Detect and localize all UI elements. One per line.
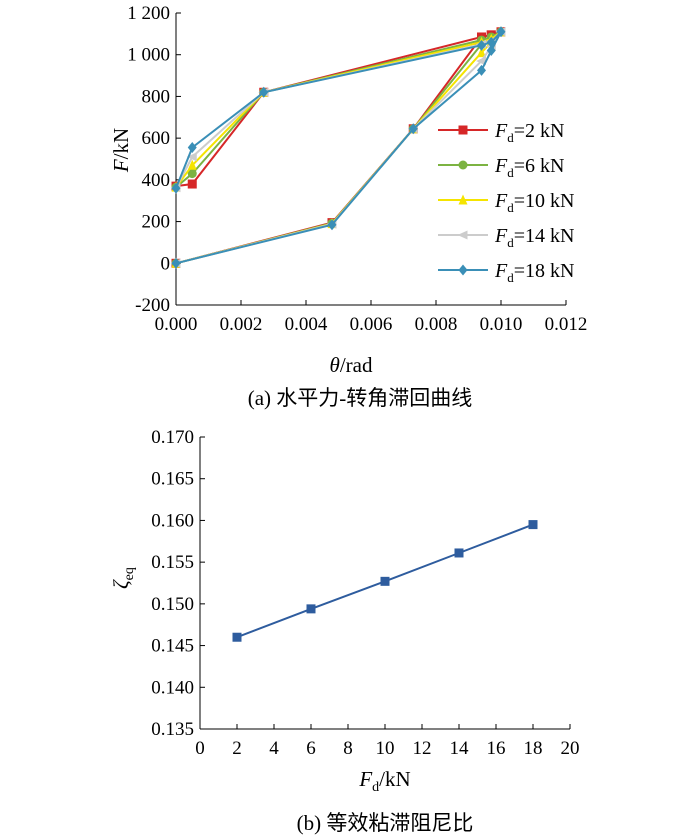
damping-x-tick-label: 8: [343, 738, 353, 759]
hysteresis-series: [170, 26, 506, 269]
damping-y-tick-label: 0.170: [151, 427, 194, 448]
hysteresis-x-tick-label: 0.000: [155, 314, 198, 335]
damping-x-tick-label: 2: [232, 738, 242, 759]
damping-point: [306, 604, 316, 614]
damping-y-tick-label: 0.150: [151, 594, 194, 615]
legend-marker-2: [458, 160, 468, 170]
hysteresis-y-tick-label: 1 000: [127, 45, 170, 66]
damping-point: [528, 520, 538, 530]
caption-a: (a) 水平力-转角滞回曲线: [248, 386, 473, 410]
damping-y-tick-label: 0.140: [151, 677, 194, 698]
damping-point: [380, 576, 390, 586]
series-3-point: [187, 159, 197, 170]
series-line-3: [175, 31, 502, 265]
series-5-point: [408, 123, 418, 135]
hysteresis-y-tick-label: 1 200: [127, 3, 170, 24]
damping-x-axis-label: Fd/kN: [358, 767, 410, 795]
damping-x-tick-label: 20: [561, 738, 580, 759]
hysteresis-y-tick-label: 600: [142, 128, 171, 149]
hysteresis-x-tick-label: 0.006: [350, 314, 393, 335]
series-4-point: [476, 56, 486, 66]
series-5-point: [171, 257, 181, 269]
legend-marker-5: [458, 264, 468, 276]
legend-label-2: Fd=6 kN: [494, 155, 564, 180]
series-1-point: [187, 179, 197, 189]
hysteresis-y-tick-label: 800: [142, 86, 171, 107]
damping-x-tick-label: 6: [306, 738, 316, 759]
damping-point: [232, 632, 242, 642]
hysteresis-y-axis-label: F/kN: [109, 128, 133, 173]
series-4-point: [186, 152, 197, 162]
hysteresis-y-tick-label: 400: [142, 170, 171, 191]
damping-y-tick-label: 0.145: [151, 636, 194, 657]
damping-point: [454, 548, 464, 558]
damping-x-tick-label: 10: [376, 738, 395, 759]
legend-marker-3: [458, 194, 468, 205]
damping-series: [232, 520, 538, 642]
hysteresis-y-tick-label: 0: [161, 253, 171, 274]
hysteresis-y-tick-label: -200: [135, 295, 170, 316]
damping-x-tick-label: 0: [195, 738, 205, 759]
damping-x-tick-label: 18: [524, 738, 543, 759]
series-5-point: [486, 45, 496, 57]
series-5-point: [259, 86, 269, 98]
damping-y-tick-label: 0.160: [151, 510, 194, 531]
series-5-point: [496, 26, 506, 38]
series-line-2: [175, 30, 502, 265]
hysteresis-legend: Fd=2 kN Fd=6 kN Fd=10 kN Fd=14 kN Fd=18 kN: [438, 120, 574, 285]
series-3-point: [477, 47, 486, 58]
damping-x-tick-label: 12: [413, 738, 432, 759]
damping-y-axis-label: ζeq: [109, 567, 137, 589]
damping-x-tick-label: 16: [487, 738, 506, 759]
damping-axes: 0.135 0.140 0.145 0.150 0.155 0.160 0.165 0.170…: [151, 427, 579, 759]
series-5-point: [486, 36, 496, 48]
series-line-5: [175, 31, 502, 265]
damping-x-tick-label: 4: [269, 738, 279, 759]
damping-y-tick-label: 0.135: [151, 719, 194, 740]
series-5-point: [477, 64, 486, 76]
hysteresis-y-tick-label: 200: [142, 212, 171, 233]
series-2-point: [187, 169, 197, 179]
legend-marker-1: [458, 125, 468, 135]
legend-label-4: Fd=14 kN: [494, 225, 574, 250]
legend-label-3: Fd=10 kN: [494, 190, 574, 215]
hysteresis-x-tick-label: 0.012: [545, 314, 588, 335]
legend-label-5: Fd=18 kN: [494, 260, 574, 285]
hysteresis-axes: -200 0 200 400 600 800 1 000 1 200 0.000 0.002 0.0…: [127, 3, 587, 335]
hysteresis-x-tick-label: 0.008: [415, 314, 458, 335]
legend-label-1: Fd=2 kN: [494, 120, 564, 145]
damping-y-tick-label: 0.155: [151, 552, 194, 573]
hysteresis-x-tick-label: 0.010: [480, 314, 523, 335]
legend-marker-4: [457, 230, 468, 240]
hysteresis-x-tick-label: 0.004: [285, 314, 328, 335]
series-5-point: [187, 142, 197, 154]
series-5-point: [171, 182, 181, 194]
series-line-4: [175, 31, 502, 265]
damping-y-tick-label: 0.165: [151, 469, 194, 490]
hysteresis-chart: -200 0 200 400 600 800 1 000 1 200 0.000 0.002 0.0…: [109, 3, 587, 410]
hysteresis-x-tick-label: 0.002: [220, 314, 263, 335]
damping-ratio-chart: 0.135 0.140 0.145 0.150 0.155 0.160 0.165 0.170…: [109, 427, 580, 835]
series-5-point: [477, 39, 486, 51]
damping-x-tick-label: 14: [450, 738, 470, 759]
hysteresis-x-axis-label: θ/rad: [330, 353, 373, 377]
series-5-point: [327, 219, 337, 231]
caption-b: (b) 等效粘滞阻尼比: [297, 811, 474, 835]
series-line-1: [175, 30, 502, 265]
